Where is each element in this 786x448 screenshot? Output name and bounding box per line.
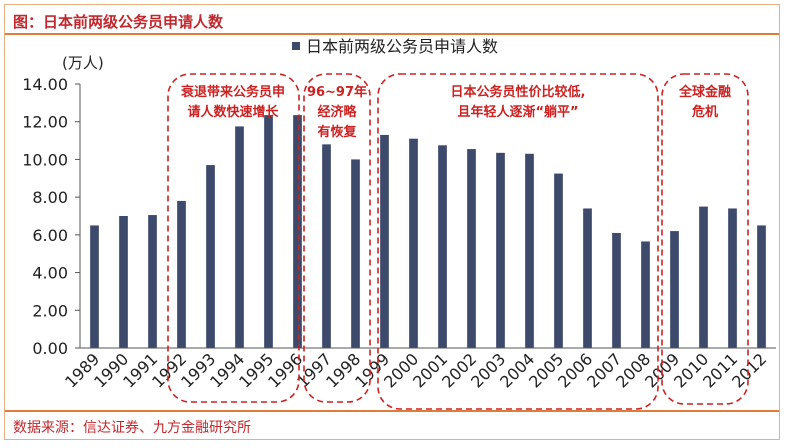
title-bar: 图：日本前两级公务员申请人数	[5, 5, 779, 35]
bar-2010	[699, 206, 708, 348]
annotation-3: 日本公务员性价比较低, 且年轻人逐渐“躺平”	[377, 73, 659, 410]
x-tick-label: 2012	[728, 349, 770, 391]
bar-2006	[583, 208, 592, 348]
source-bar: 数据来源：信达证券、九方金融研究所	[5, 410, 779, 438]
annotation-box	[167, 73, 300, 403]
annotation-text: 经济略	[317, 104, 357, 120]
source-note: 数据来源：信达证券、九方金融研究所	[13, 420, 251, 436]
annotation-text: 有恢复	[317, 124, 357, 140]
bar-1999	[380, 134, 389, 348]
chart-legend: 日本前两级公务员申请人数	[292, 37, 498, 56]
bar-1992	[177, 200, 186, 348]
y-axis-unit-label: (万人)	[62, 54, 104, 72]
bar-2004	[525, 153, 534, 348]
bars	[90, 115, 766, 348]
annotation-box	[303, 73, 371, 403]
bar-2000	[409, 138, 418, 348]
bar-2003	[496, 152, 505, 348]
annotation-text: 衰退带来公务员申	[180, 84, 285, 100]
y-tick-label: 2.00	[32, 301, 68, 320]
bar-2007	[612, 232, 621, 348]
y-tick-label: 12.00	[22, 113, 68, 132]
annotation-box	[661, 73, 749, 405]
bar-2011	[728, 208, 737, 348]
bar-2009	[670, 231, 679, 348]
y-tick-label: 4.00	[32, 264, 68, 283]
annotation-box	[377, 73, 659, 410]
legend-label: 日本前两级公务员申请人数	[306, 37, 498, 56]
bar-1993	[206, 165, 215, 348]
bar-1991	[148, 215, 157, 348]
bar-2008	[641, 241, 650, 348]
annotation-text: 日本公务员性价比较低,	[451, 84, 586, 100]
annotation-text: 危机	[692, 104, 718, 120]
y-tick-label: 14.00	[22, 75, 68, 94]
bar-2002	[467, 149, 476, 348]
y-tick-label: 0.00	[32, 339, 68, 358]
annotation-text: 且年轻人逐渐“躺平”	[457, 104, 578, 120]
bar-2001	[438, 145, 447, 348]
bar-1990	[119, 216, 128, 348]
chart-frame	[4, 4, 780, 440]
bar-2012	[757, 225, 766, 348]
annotations: 衰退带来公务员申请人数快速增长96~97年经济略有恢复日本公务员性价比较低,且年…	[167, 73, 749, 410]
annotation-text: 96~97年	[307, 84, 367, 100]
bar-1994	[235, 126, 244, 348]
annotation-text: 全球金融	[678, 84, 731, 100]
bar-1996	[293, 115, 302, 348]
bar-1997	[322, 144, 331, 348]
bar-1989	[90, 225, 99, 348]
y-axis: 0.00 2.00 4.00 6.00 8.00 10.00 12.00 14.00	[22, 75, 81, 358]
bar-1998	[351, 159, 360, 348]
legend-swatch	[292, 42, 300, 50]
y-tick-label: 8.00	[32, 188, 68, 207]
bar-2005	[554, 173, 563, 348]
figure-title: 图：日本前两级公务员申请人数	[13, 13, 224, 31]
y-tick-label: 6.00	[32, 226, 68, 245]
annotation-text: 请人数快速增长	[187, 104, 279, 120]
bar-1995	[264, 115, 273, 348]
y-tick-label: 10.00	[22, 150, 68, 169]
